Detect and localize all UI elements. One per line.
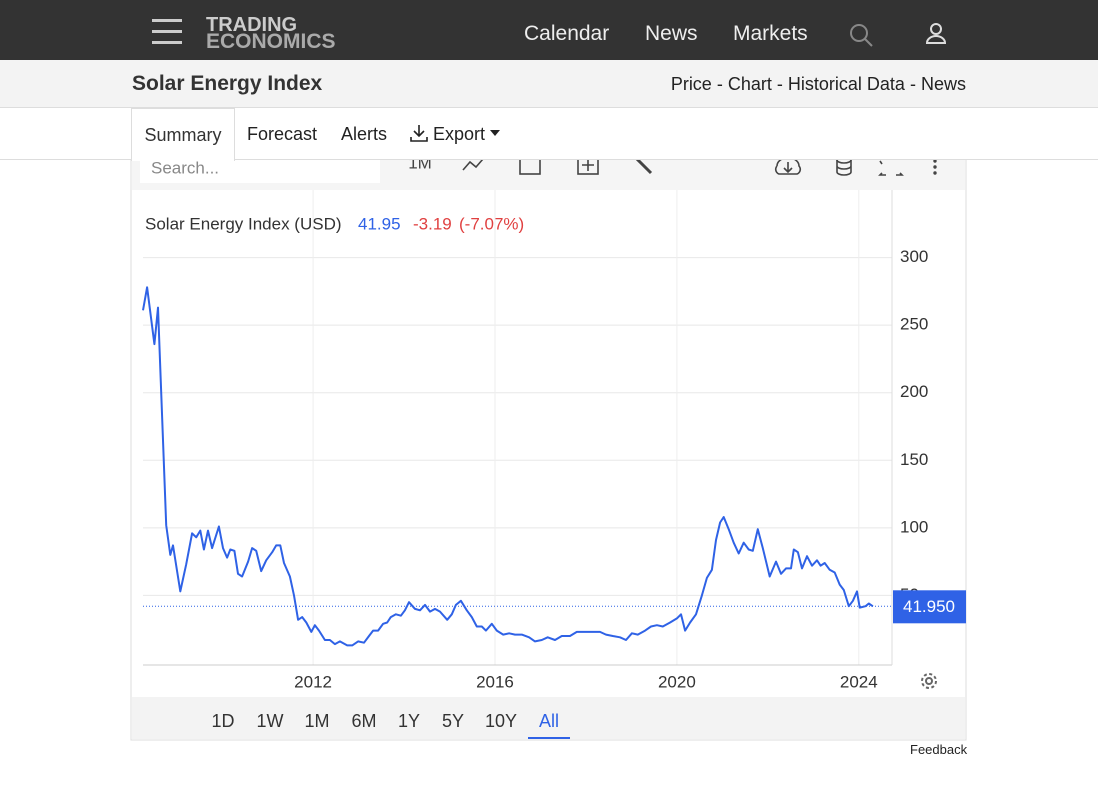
- fullscreen-icon[interactable]: [878, 160, 904, 176]
- nav-link[interactable]: News: [645, 22, 698, 45]
- x-tick-label: 2012: [294, 672, 332, 691]
- nav-link[interactable]: Markets: [733, 22, 808, 45]
- wrench-icon[interactable]: [634, 156, 653, 175]
- range-button[interactable]: 6M: [351, 711, 376, 731]
- tab[interactable]: Export: [433, 124, 486, 144]
- crumb[interactable]: News: [920, 74, 966, 94]
- last-price-box: [893, 590, 966, 624]
- sub-header: Solar Energy Index Price - Chart - Histo…: [0, 60, 1098, 108]
- separator: -: [909, 74, 916, 94]
- tab-active[interactable]: Summary: [131, 108, 235, 161]
- x-tick-label: 2016: [476, 672, 514, 691]
- legend-change-pct: (-7.07%): [459, 214, 524, 233]
- range-button[interactable]: 10Y: [485, 711, 517, 731]
- crumb[interactable]: Historical Data: [787, 74, 905, 94]
- line-icon[interactable]: [462, 158, 484, 171]
- range-button[interactable]: 1M: [304, 711, 329, 731]
- x-tick-label: 2020: [658, 672, 696, 691]
- range-button[interactable]: 1D: [211, 711, 234, 731]
- y-tick-label: 100: [900, 517, 928, 536]
- last-price-label: 41.950: [903, 597, 955, 616]
- legend-last: 41.95: [358, 214, 401, 233]
- menu-icon[interactable]: [152, 19, 182, 45]
- tab-bar: Summary Forecast Alerts Export: [0, 108, 1098, 161]
- crumb[interactable]: Price: [670, 74, 712, 94]
- tab[interactable]: Forecast: [247, 124, 318, 144]
- search-placeholder[interactable]: Search...: [151, 158, 219, 177]
- legend-change: -3.19: [413, 214, 452, 233]
- y-tick-label: 250: [900, 315, 928, 334]
- y-tick-label: 200: [900, 382, 928, 401]
- legend-name: Solar Energy Index (USD): [145, 214, 342, 233]
- feedback-link[interactable]: Feedback: [910, 742, 968, 757]
- breadcrumbs: Price - Chart - Historical Data - News: [671, 74, 966, 95]
- range-button[interactable]: 5Y: [442, 711, 464, 731]
- user-icon[interactable]: [924, 22, 948, 46]
- separator: -: [776, 74, 783, 94]
- separator: -: [716, 74, 723, 94]
- crumb[interactable]: Chart: [727, 74, 772, 94]
- nav-link[interactable]: Calendar: [524, 22, 610, 45]
- range-bar: [132, 697, 965, 739]
- export-icon[interactable]: [409, 123, 431, 145]
- page-title: Solar Energy Index: [132, 72, 323, 95]
- x-tick-label: 2024: [840, 672, 878, 691]
- price-line: [142, 286, 874, 647]
- y-tick-label: 300: [900, 247, 928, 266]
- chart-frame: [130, 149, 967, 741]
- range-button[interactable]: 1Y: [398, 711, 420, 731]
- toolbar-icons: [462, 155, 904, 176]
- y-tick-label: 150: [900, 450, 928, 469]
- range-button[interactable]: 1W: [257, 711, 284, 731]
- tab[interactable]: Alerts: [341, 124, 388, 144]
- database-body: [836, 160, 852, 176]
- logo-top[interactable]: TRADING: [206, 14, 298, 36]
- add-plus: [582, 159, 594, 171]
- logo-bottom[interactable]: ECONOMICS: [206, 30, 336, 53]
- search-icon[interactable]: [849, 23, 875, 49]
- range-button[interactable]: All: [539, 711, 559, 731]
- settings-icon[interactable]: [921, 673, 937, 689]
- top-nav: TRADING ECONOMICS Calendar News Markets: [0, 0, 1098, 60]
- caret: [490, 130, 500, 136]
- more-icon[interactable]: [933, 159, 937, 175]
